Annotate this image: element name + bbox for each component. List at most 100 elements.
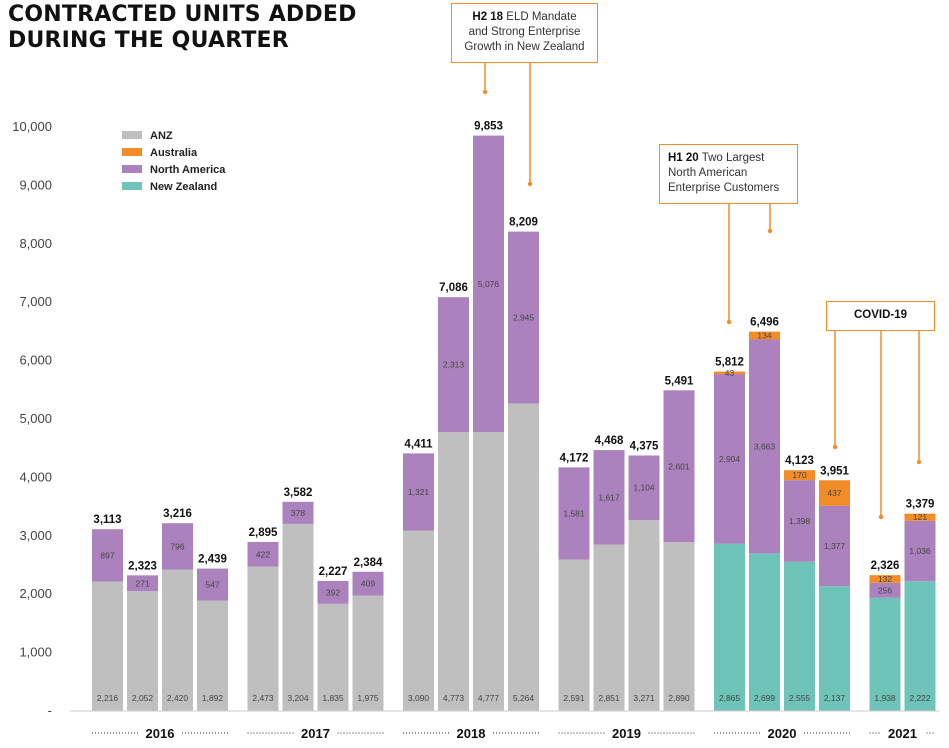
segment-value-label: 1,321: [408, 487, 430, 497]
bar-segment-australia: [784, 470, 815, 481]
legend-swatch-north-america: [122, 165, 142, 173]
connector-h1-20-a-dot: [726, 319, 732, 325]
bar-segment-anz: [162, 569, 193, 711]
segment-value-label: 256: [878, 585, 892, 595]
year-label-background: [604, 724, 649, 742]
segment-value-label: 1,617: [598, 492, 620, 502]
bar-segment-north-america: [904, 520, 936, 582]
y-tick-label: 5,000: [19, 411, 52, 426]
bar-segment-anz: [92, 581, 123, 711]
bar-total-label: 4,468: [595, 435, 624, 447]
connector-covid-b-dot: [832, 444, 838, 450]
bar-segment-north-america: [162, 523, 193, 570]
legend-label-north-america: North America: [150, 164, 226, 176]
bar-total-label: 9,853: [474, 121, 503, 133]
segment-value-label: 1,581: [563, 509, 585, 519]
segment-value-label: 2,601: [668, 461, 690, 471]
segment-value-label: 1,835: [322, 693, 344, 703]
segment-value-label: 897: [100, 550, 114, 560]
bar-segment-north-america: [352, 571, 384, 596]
bar-total-label: 2,384: [354, 557, 383, 569]
connector-h2-18-b-dot: [527, 181, 533, 187]
connector-h1-20-b-dot: [767, 228, 773, 234]
bar-total-label: 2,227: [319, 566, 348, 578]
segment-value-label: 422: [256, 549, 270, 559]
segment-value-label: 437: [827, 488, 841, 498]
callout-h2-18-line-1: ELD Mandate: [506, 11, 577, 23]
callout-h2-18-period: H2 18: [472, 11, 504, 23]
segment-value-label: 134: [757, 331, 771, 341]
bar-total-label: 4,172: [560, 452, 589, 464]
segment-value-label: 2,699: [754, 693, 776, 703]
bar-segment-new-zealand: [749, 553, 780, 711]
bar-segment-north-america: [317, 580, 349, 604]
bar-segment-australia: [904, 513, 936, 521]
segment-value-label: 1,975: [357, 693, 379, 703]
year-label-background: [293, 724, 338, 742]
bar-segment-north-america: [593, 450, 625, 545]
bar-segment-australia: [869, 575, 901, 583]
segment-value-label: 271: [135, 578, 149, 588]
segment-value-label: 547: [205, 580, 219, 590]
segment-value-label: 2,216: [97, 693, 119, 703]
year-label-background: [138, 724, 182, 742]
bar-total-label: 3,951: [820, 465, 849, 477]
segment-value-label: 132: [878, 574, 892, 584]
bar-total-label: 3,379: [906, 499, 935, 511]
y-tick-label: 4,000: [19, 469, 52, 484]
bar-segment-north-america: [714, 374, 745, 544]
bar-total-label: 4,375: [630, 441, 659, 453]
segment-value-label: 170: [792, 470, 806, 480]
bar-total-label: 4,123: [785, 455, 814, 467]
bar-segment-anz: [352, 595, 384, 711]
bar-segment-new-zealand: [869, 597, 901, 711]
bar-total-label: 2,323: [128, 560, 157, 572]
segment-value-label: 2,420: [167, 693, 189, 703]
bar-segment-anz: [247, 566, 279, 711]
bar-segment-new-zealand: [784, 561, 815, 711]
bar-segment-anz: [663, 542, 695, 711]
bar-segment-north-america: [403, 453, 434, 531]
segment-value-label: 2,945: [513, 313, 535, 323]
bar-segment-new-zealand: [904, 581, 936, 711]
bar-total-label: 7,086: [439, 282, 468, 294]
segment-value-label: 1,104: [633, 483, 655, 493]
legend-label-new-zealand: New Zealand: [150, 181, 217, 193]
segment-value-label: 2,473: [252, 693, 274, 703]
segment-value-label: 2,313: [443, 360, 465, 370]
y-tick-label: 8,000: [19, 236, 52, 251]
bar-segment-australia: [749, 331, 780, 340]
bar-segment-north-america: [92, 529, 123, 582]
segment-value-label: 3,204: [287, 693, 309, 703]
chart-title: CONTRACTED UNITS ADDED DURING THE QUARTE…: [8, 2, 357, 54]
segment-value-label: 2,890: [668, 693, 690, 703]
year-label-2021: 2021: [888, 726, 917, 741]
bar-total-label: 4,411: [404, 438, 433, 450]
bar-total-label: 5,812: [715, 357, 744, 369]
segment-value-label: 1,036: [909, 546, 931, 556]
y-tick-label: -: [48, 703, 52, 718]
y-tick-label: 3,000: [19, 528, 52, 543]
bar-segment-anz: [127, 591, 158, 711]
year-label-2016: 2016: [146, 726, 175, 741]
bar-segment-anz: [282, 523, 314, 711]
segment-value-label: 1,398: [789, 516, 811, 526]
y-tick-label: 7,000: [19, 294, 52, 309]
chart-title-line-1: CONTRACTED UNITS ADDED: [8, 2, 357, 27]
callout-covid-19: COVID-19: [826, 301, 935, 331]
y-tick-label: 6,000: [19, 353, 52, 368]
year-label-background: [449, 724, 493, 742]
segment-value-label: 2,052: [132, 693, 154, 703]
segment-value-label: 1,938: [874, 693, 896, 703]
bar-total-label: 5,491: [665, 375, 694, 387]
bar-segment-anz: [628, 519, 660, 711]
bar-segment-north-america: [282, 501, 314, 524]
bar-total-label: 3,113: [93, 514, 121, 526]
segment-value-label: 409: [361, 579, 375, 589]
bar-segment-new-zealand: [714, 543, 745, 711]
year-label-2020: 2020: [768, 726, 797, 741]
bar-total-label: 8,209: [509, 217, 538, 229]
bar-segment-anz: [197, 600, 228, 711]
bar-segment-anz: [403, 530, 434, 711]
